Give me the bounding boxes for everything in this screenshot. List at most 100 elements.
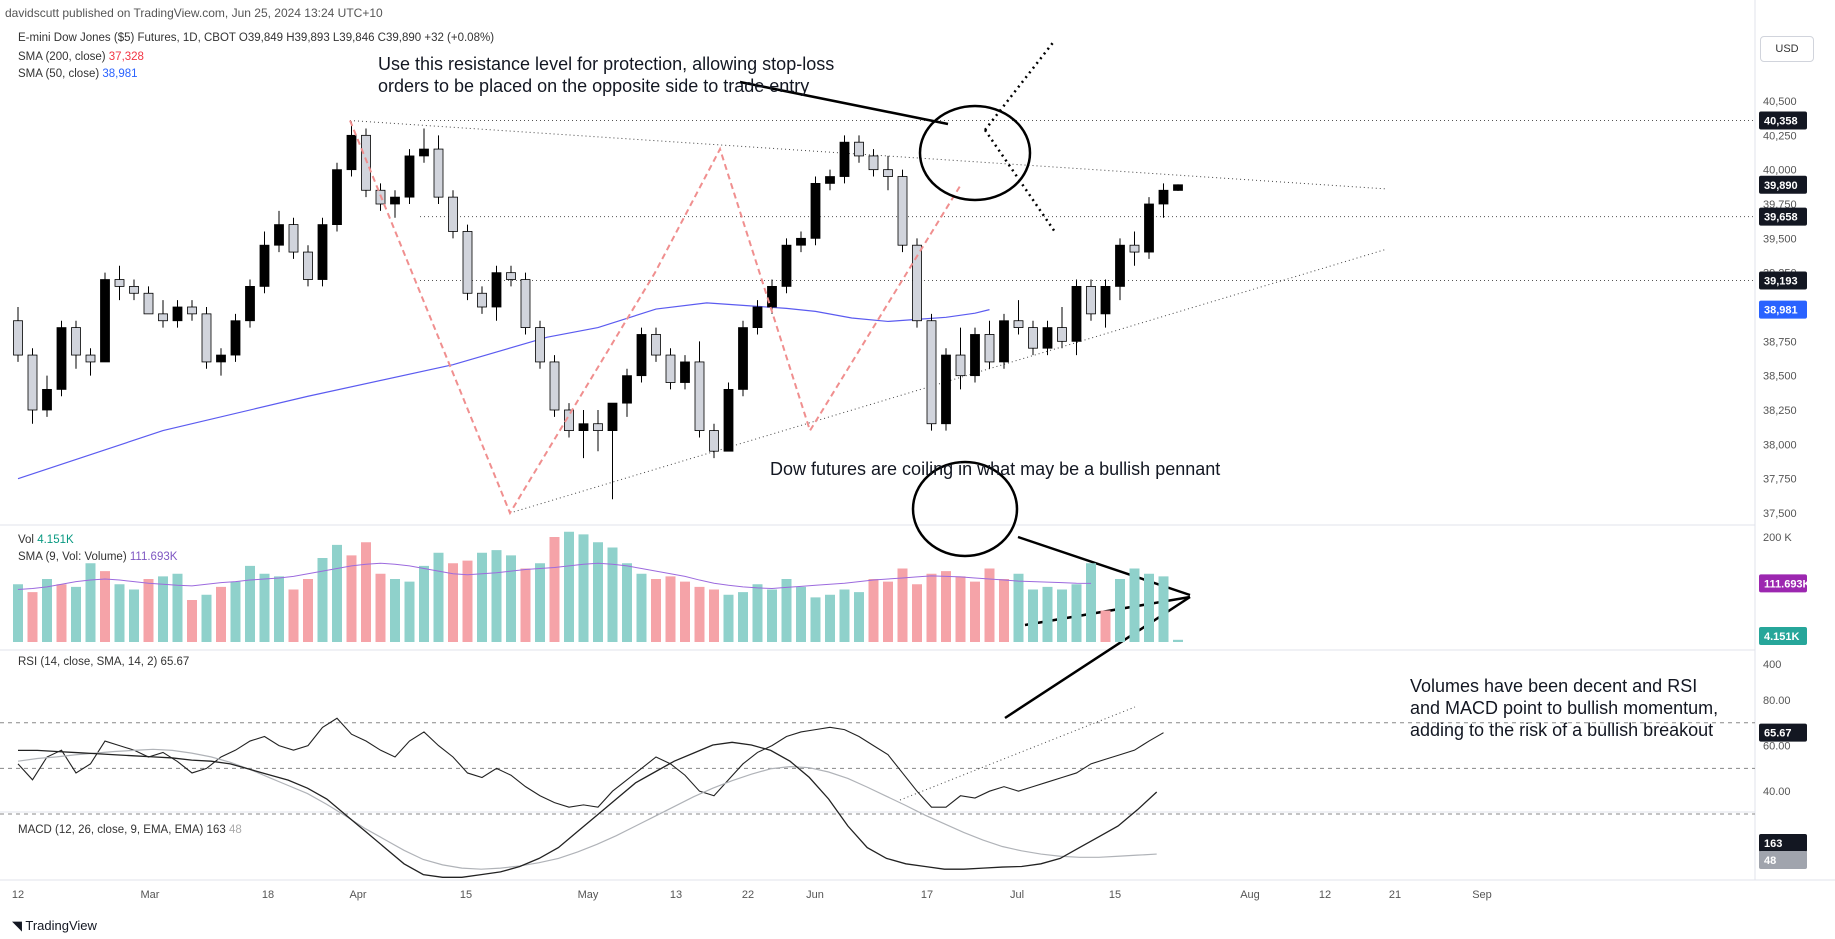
time-tick-label: 15 [460, 889, 472, 901]
macd-value: 163 [206, 824, 226, 836]
legend-vol: Vol 4.151K [18, 534, 74, 546]
volume-bar [85, 563, 96, 642]
ohlc-values: O39,849 H39,893 L39,846 C39,890 +32 (+0.… [238, 32, 495, 44]
candle-body [1086, 285, 1096, 315]
candle-body [71, 327, 81, 356]
price-axis-badge-bg [1759, 271, 1807, 290]
candle-body [56, 327, 67, 390]
candle-body [535, 327, 545, 363]
sma50-line [17, 302, 990, 480]
candle-body [593, 423, 603, 432]
volume-bar [752, 584, 763, 642]
macd-signal-value: 48 [228, 824, 242, 836]
macd-label: MACD (12, 26, close, 9, EMA, EMA) [18, 824, 204, 836]
candle-body [259, 244, 270, 287]
candle-body [42, 388, 52, 411]
candle-body [694, 361, 705, 431]
candle-body [404, 155, 415, 198]
breakout-arrow-down [983, 129, 1057, 233]
highlight-circle-price [918, 104, 1032, 202]
volume-bar [42, 579, 52, 642]
macd-axis-badge: 163 [1764, 838, 1782, 850]
symbol-name: E-mini Dow Jones ($5) Futures, 1D, CBOT [18, 32, 236, 44]
sma50-label: SMA (50, close) [18, 68, 100, 80]
candle-body [230, 320, 241, 356]
volume-bar [912, 584, 922, 642]
volume-bar [404, 581, 415, 642]
volume-bar [897, 568, 908, 642]
volume-bar [143, 579, 154, 642]
volume-bar [462, 560, 473, 642]
candle-body [752, 306, 763, 329]
price-tick-label: 40,000 [1763, 165, 1797, 177]
volume-bar [607, 547, 618, 642]
candle-body [288, 224, 299, 253]
macd-axis-badge: 48 [1764, 855, 1776, 867]
volume-bar [665, 576, 676, 642]
macd-axis-badge-bg [1759, 834, 1807, 852]
volume-bar [564, 531, 574, 642]
candle-body [1144, 203, 1154, 253]
legend-sma50: SMA (50, close) 38,981 [18, 68, 138, 80]
volume-bar [709, 589, 719, 642]
volume-bar [216, 586, 226, 642]
currency-selector[interactable]: USD [1760, 36, 1814, 62]
candle-body [636, 334, 647, 377]
volume-bar [999, 579, 1009, 642]
rsi-axis-badge: 65.67 [1764, 728, 1792, 740]
price-tick-label: 38,000 [1763, 439, 1797, 451]
time-tick-label: 17 [921, 889, 933, 901]
time-tick-label: 12 [1319, 889, 1331, 901]
sma200-label: SMA (200, close) [18, 51, 106, 63]
time-tick-label: May [578, 889, 599, 901]
annotation-resistance-line1: Use this resistance level for protection… [378, 54, 835, 74]
candle-body [433, 148, 444, 198]
candle-body [1071, 285, 1082, 342]
legend-sma200: SMA (200, close) 37,328 [18, 51, 144, 63]
candle-body [129, 285, 139, 294]
volume-bar [346, 555, 357, 642]
candle-body [810, 182, 821, 239]
volume-bar [27, 592, 38, 642]
time-tick-label: Sep [1472, 889, 1492, 901]
candle-body [651, 334, 661, 356]
tradingview-logo-icon: ◥ [12, 918, 22, 933]
volume-bar [868, 579, 879, 642]
candle-body [926, 320, 937, 425]
volume-bar [651, 579, 661, 642]
volume-bar [1100, 610, 1111, 642]
volume-bar [796, 586, 806, 642]
candle-body [27, 354, 38, 411]
price-tick-label: 40,500 [1763, 96, 1797, 108]
annotation-momentum-line1: Volumes have been decent and RSI [1410, 676, 1698, 696]
candle-body [1158, 189, 1169, 205]
price-tick-label: 38,750 [1763, 336, 1797, 348]
volume-bar [419, 565, 429, 642]
candle-body [1013, 320, 1024, 329]
rsi-tick-label: 60.00 [1763, 741, 1791, 753]
candle-body [419, 148, 429, 157]
candle-body [1057, 327, 1067, 342]
volume-bar [926, 573, 937, 642]
price-tick-label: 37,750 [1763, 474, 1797, 486]
annotation-momentum-line2: and MACD point to bullish momentum, [1410, 698, 1719, 718]
macd-tick-label: 400 [1763, 659, 1781, 671]
candle-body [839, 141, 850, 177]
volume-bar [1115, 579, 1125, 642]
volume-bar [187, 600, 197, 642]
volume-bar [1129, 568, 1140, 642]
volume-bar [810, 597, 821, 642]
candle-body [709, 430, 719, 452]
volume-axis-badge-bg [1759, 574, 1807, 593]
volume-bar [375, 573, 386, 642]
candle-body [738, 327, 748, 390]
volume-bar [854, 592, 864, 642]
annotation-arrow-resistance [739, 80, 949, 126]
candle-body [796, 237, 806, 246]
candle-body [448, 196, 458, 232]
volume-bar [984, 568, 995, 642]
pennant-upper-trendline [349, 120, 1387, 190]
candle-body [999, 320, 1009, 363]
candle-body [491, 272, 502, 308]
